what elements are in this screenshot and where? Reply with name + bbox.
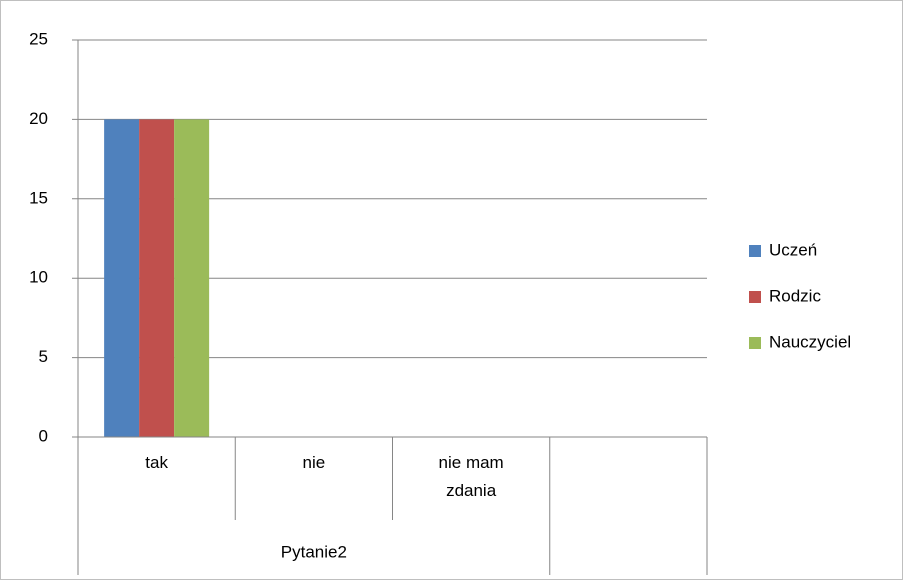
legend-swatch [749, 245, 761, 257]
legend-swatch [749, 337, 761, 349]
y-tick-label: 20 [29, 109, 48, 128]
legend-label: Uczeń [769, 240, 817, 259]
legend-label: Nauczyciel [769, 332, 851, 351]
x-tick-label-box: nie [302, 453, 326, 472]
x-tick-label: nie mam zdania [438, 453, 504, 500]
y-tick-label: 25 [29, 29, 48, 48]
y-tick-label: 15 [29, 188, 48, 207]
group-label: Pytanie2 [281, 542, 347, 561]
y-tick-label: 10 [29, 268, 48, 287]
x-tick-label: tak [145, 453, 168, 472]
legend-swatch [749, 291, 761, 303]
y-tick-label: 5 [39, 347, 48, 366]
bar [104, 119, 140, 438]
x-tick-label-box: nie mam zdania [438, 453, 504, 500]
legend-label: Rodzic [769, 286, 821, 305]
y-tick-label: 0 [39, 426, 48, 445]
bar [174, 119, 210, 438]
x-tick-label-box: tak [145, 453, 168, 472]
x-tick-label: nie [302, 453, 326, 472]
bar [139, 119, 175, 438]
